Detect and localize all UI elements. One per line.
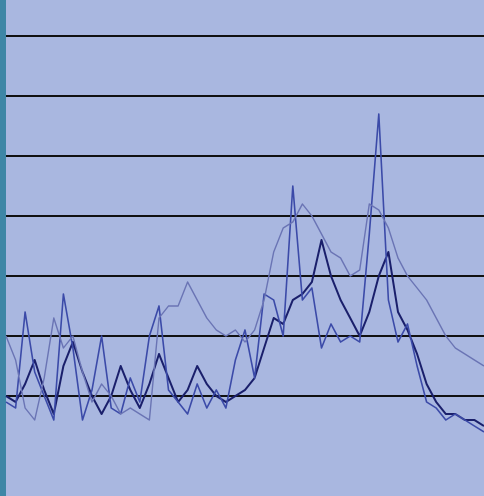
left-edge-image-strip [0, 0, 6, 496]
series-line-3 [5, 203, 484, 421]
series-line-2 [5, 113, 484, 433]
series-lines [5, 113, 484, 433]
plot-area-background [6, 0, 484, 496]
gridlines [6, 35, 484, 397]
